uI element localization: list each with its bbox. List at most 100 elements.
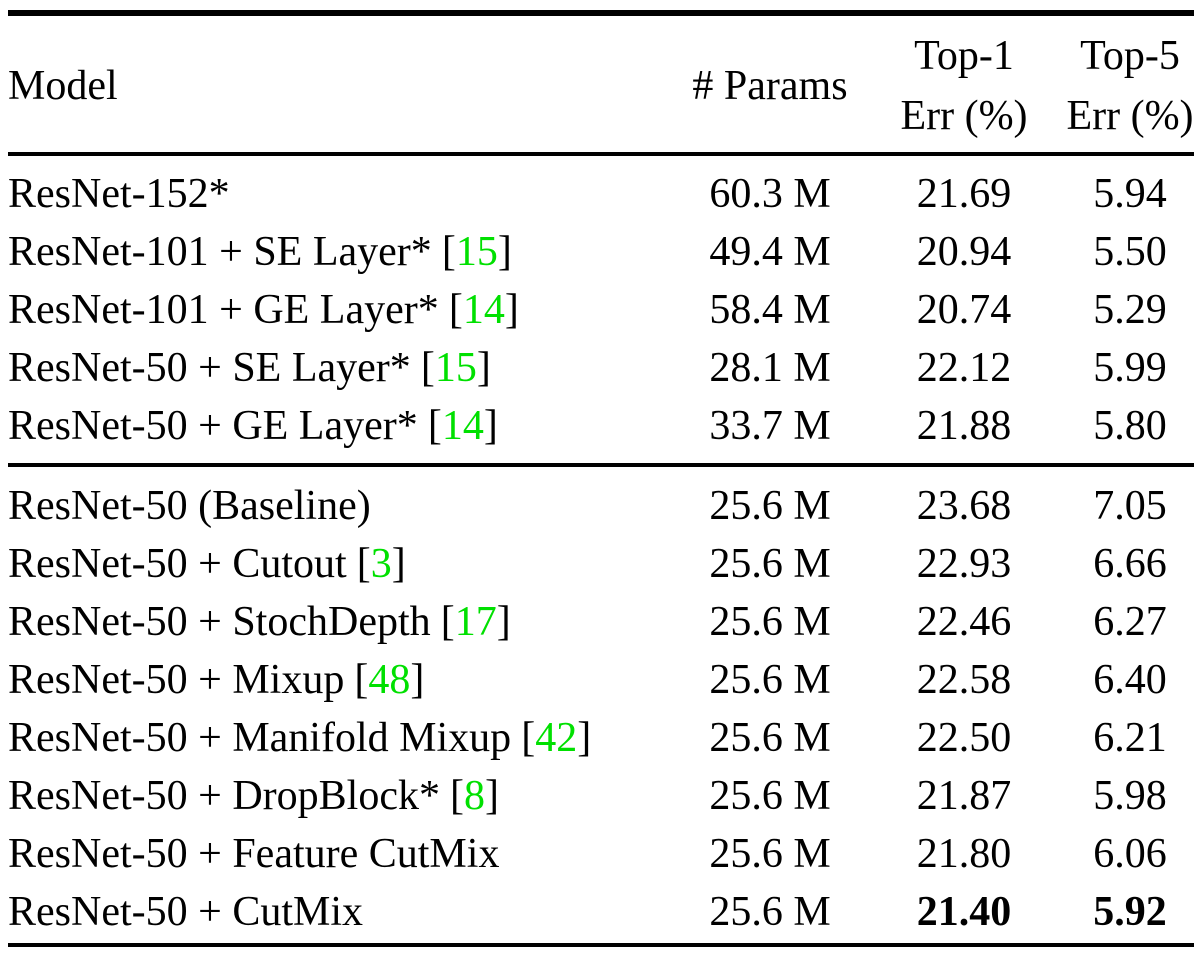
citation-link[interactable]: [14]	[449, 287, 519, 333]
model-cell: ResNet-50 + Cutout [3]	[8, 540, 658, 588]
citation-link[interactable]: [14]	[428, 403, 498, 449]
params-cell: 25.6 M	[709, 831, 831, 877]
col-header-top1-line1: Top-1	[914, 33, 1014, 79]
top5-err-cell: 5.50	[1093, 229, 1167, 275]
top1-err-cell: 23.68	[916, 483, 1012, 529]
table-section-regularization: ResNet-50 (Baseline) 25.6 M 23.68 7.05 ResNe…	[8, 467, 1194, 943]
model-cell: ResNet-50 + DropBlock* [8]	[8, 772, 658, 820]
table-row: ResNet-50 + SE Layer* [15] 28.1 M 22.12 5.99	[8, 339, 1194, 397]
citation-link[interactable]: [8]	[450, 773, 499, 819]
table-row: ResNet-50 + Cutout [3] 25.6 M 22.93 6.66	[8, 535, 1194, 593]
citation-number[interactable]: 8	[464, 773, 486, 819]
params-cell: 25.6 M	[709, 541, 831, 587]
top1-err-cell: 21.87	[916, 773, 1012, 819]
params-cell: 25.6 M	[709, 715, 831, 761]
citation-link[interactable]: [3]	[357, 541, 406, 587]
citation-close-bracket: ]	[391, 541, 406, 587]
model-label: ResNet-50 + Cutout	[8, 541, 347, 587]
citation-link[interactable]: [15]	[442, 229, 512, 275]
citation-number[interactable]: 42	[535, 715, 578, 761]
citation-number[interactable]: 14	[441, 403, 484, 449]
citation-number[interactable]: 15	[434, 345, 477, 391]
table-row: ResNet-101 + GE Layer* [14] 58.4 M 20.74 5.2…	[8, 281, 1194, 339]
table-row: ResNet-152* 60.3 M 21.69 5.94	[8, 165, 1194, 223]
citation-open-bracket: [	[450, 773, 465, 819]
top1-err-cell: 20.94	[916, 229, 1012, 275]
mid-separator-rule	[8, 463, 1194, 467]
top5-err-cell: 6.06	[1093, 831, 1167, 877]
model-cell: ResNet-152*	[8, 170, 658, 218]
col-header-top1-err: Top-1 Err (%)	[882, 26, 1046, 146]
citation-close-bracket: ]	[485, 773, 500, 819]
top5-err-cell: 6.27	[1093, 599, 1167, 645]
citation-close-bracket: ]	[483, 403, 498, 449]
params-cell: 25.6 M	[709, 599, 831, 645]
top5-err-cell: 6.66	[1093, 541, 1167, 587]
citation-open-bracket: [	[427, 403, 442, 449]
table-row: ResNet-50 + Manifold Mixup [42] 25.6 M 22.5…	[8, 709, 1194, 767]
model-label: ResNet-50 + Feature CutMix	[8, 831, 500, 877]
top5-err-cell: 7.05	[1093, 483, 1167, 529]
top5-err-cell: 6.21	[1093, 715, 1167, 761]
top5-err-cell: 5.94	[1093, 171, 1167, 217]
model-cell: ResNet-50 + Manifold Mixup [42]	[8, 714, 658, 762]
model-label: ResNet-50 + SE Layer*	[8, 345, 411, 391]
citation-number[interactable]: 3	[370, 541, 392, 587]
citation-number[interactable]: 48	[368, 657, 411, 703]
model-cell: ResNet-50 + CutMix	[8, 888, 658, 936]
model-label: ResNet-101 + SE Layer*	[8, 229, 432, 275]
citation-number[interactable]: 15	[455, 229, 498, 275]
params-cell: 60.3 M	[709, 171, 831, 217]
params-cell: 25.6 M	[709, 483, 831, 529]
citation-open-bracket: [	[441, 229, 456, 275]
model-cell: ResNet-50 + Feature CutMix	[8, 830, 658, 878]
top1-err-cell: 22.46	[916, 599, 1012, 645]
citation-number[interactable]: 14	[462, 287, 505, 333]
citation-link[interactable]: [42]	[521, 715, 591, 761]
citation-open-bracket: [	[420, 345, 435, 391]
table-row: ResNet-50 + DropBlock* [8] 25.6 M 21.87 5.98	[8, 767, 1194, 825]
model-label: ResNet-101 + GE Layer*	[8, 287, 439, 333]
col-header-top5-err: Top-5 Err (%)	[1046, 26, 1194, 146]
citation-link[interactable]: [15]	[421, 345, 491, 391]
table-bottom-rule	[8, 943, 1194, 947]
top1-err-cell: 22.93	[916, 541, 1012, 587]
model-label: ResNet-50 + StochDepth	[8, 599, 431, 645]
table-row: ResNet-50 + Feature CutMix 25.6 M 21.80 6.0…	[8, 825, 1194, 883]
model-label: ResNet-50 + Mixup	[8, 657, 345, 703]
top5-err-cell: 5.99	[1093, 345, 1167, 391]
model-cell: ResNet-101 + SE Layer* [15]	[8, 228, 658, 276]
top5-err-cell: 6.40	[1093, 657, 1167, 703]
top5-err-cell: 5.98	[1093, 773, 1167, 819]
top1-err-cell: 21.88	[916, 403, 1012, 449]
citation-link[interactable]: [48]	[354, 657, 424, 703]
params-cell: 33.7 M	[709, 403, 831, 449]
top1-err-cell: 21.40	[916, 889, 1012, 935]
citation-link[interactable]: [17]	[441, 599, 511, 645]
model-cell: ResNet-50 + StochDepth [17]	[8, 598, 658, 646]
citation-open-bracket: [	[448, 287, 463, 333]
params-cell: 25.6 M	[709, 657, 831, 703]
top5-err-cell: 5.80	[1093, 403, 1167, 449]
header-separator-rule	[8, 152, 1194, 156]
citation-close-bracket: ]	[504, 287, 519, 333]
model-label: ResNet-50 (Baseline)	[8, 483, 371, 529]
col-header-top5-line1: Top-5	[1080, 33, 1180, 79]
params-cell: 49.4 M	[709, 229, 831, 275]
citation-open-bracket: [	[354, 657, 369, 703]
table-header-row: Model # Params Top-1 Err (%) Top-5 Err (…	[8, 16, 1194, 152]
table-row: ResNet-50 + GE Layer* [14] 33.7 M 21.88 5.80	[8, 397, 1194, 455]
model-label: ResNet-50 + CutMix	[8, 889, 364, 935]
col-header-top1-line2: Err (%)	[900, 93, 1028, 139]
citation-number[interactable]: 17	[454, 599, 497, 645]
model-cell: ResNet-50 + Mixup [48]	[8, 656, 658, 704]
params-cell: 25.6 M	[709, 773, 831, 819]
model-cell: ResNet-101 + GE Layer* [14]	[8, 286, 658, 334]
citation-close-bracket: ]	[577, 715, 592, 761]
top1-err-cell: 21.80	[916, 831, 1012, 877]
table-row: ResNet-50 + StochDepth [17] 25.6 M 22.46 6.2…	[8, 593, 1194, 651]
table-top-rule	[8, 10, 1194, 16]
model-label: ResNet-50 + GE Layer*	[8, 403, 418, 449]
col-header-model: Model	[8, 63, 118, 109]
